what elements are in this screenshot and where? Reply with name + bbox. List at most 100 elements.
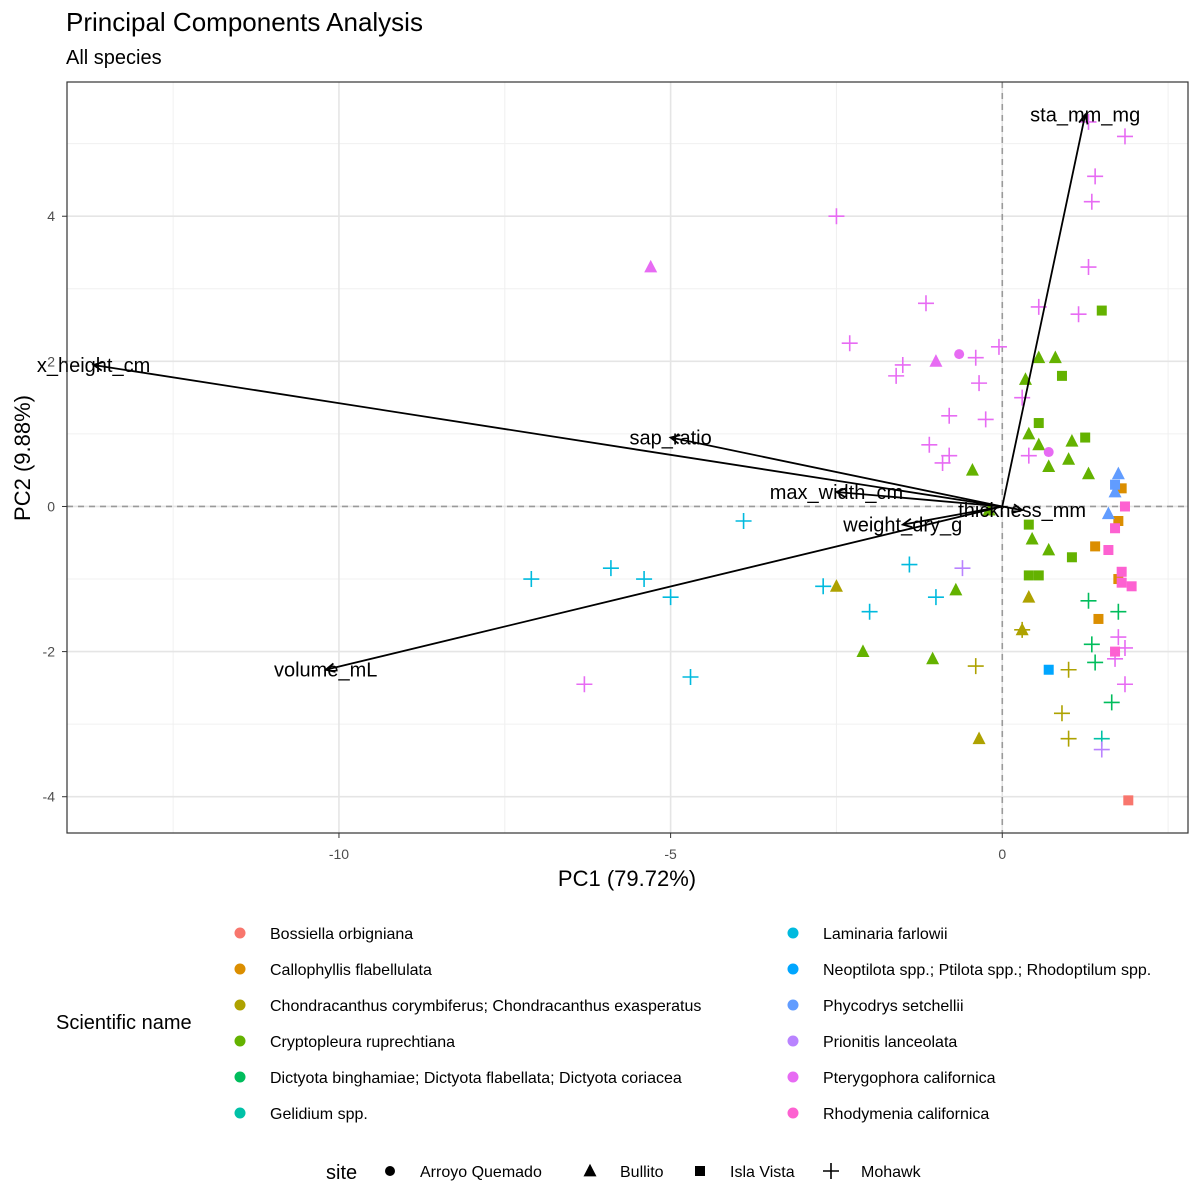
data-point: [1116, 483, 1127, 494]
x-tick-label: -10: [329, 846, 349, 862]
data-point: [1080, 592, 1097, 609]
shape-legend: Arroyo Quemado Bullito Isla Vista Mohawk: [385, 1163, 922, 1181]
data-point: [934, 454, 951, 471]
loading-arrow: [1002, 505, 1023, 511]
data-point: [1116, 577, 1127, 588]
color-legend-key: [787, 999, 799, 1011]
x-tick-label: -5: [664, 846, 677, 862]
y-tick-label: 0: [47, 498, 55, 514]
color-legend-label: Cryptopleura ruprechtiana: [270, 1034, 455, 1051]
data-point: [954, 349, 965, 360]
data-point: [1093, 741, 1110, 758]
x-tick-label: 0: [998, 846, 1006, 862]
data-point: [1116, 676, 1133, 693]
shape-legend-label: Mohawk: [861, 1164, 922, 1181]
data-point: [1082, 466, 1096, 480]
loading-labels: sta_mm_mg x_height_cm sap_ratio max_width_c…: [37, 105, 1140, 682]
data-point: [1056, 370, 1067, 381]
color-legend-label: Chondracanthus corymbiferus; Chondracant…: [270, 998, 701, 1015]
data-point: [576, 676, 593, 693]
data-point: [1101, 506, 1115, 520]
color-legend-key: [787, 963, 799, 975]
shape-legend-key: [823, 1163, 839, 1179]
data-point: [828, 208, 845, 225]
data-point: [949, 582, 963, 596]
loading-arrow: [836, 491, 1003, 508]
data-point: [1022, 426, 1036, 440]
data-point: [1096, 305, 1107, 316]
data-point: [1060, 661, 1077, 678]
loading-label: volume_mL: [274, 660, 377, 682]
data-point: [1033, 570, 1044, 581]
loading-label: x_height_cm: [37, 355, 150, 377]
data-point: [644, 259, 658, 273]
data-point: [941, 407, 958, 424]
y-tick-label: -2: [43, 644, 56, 660]
data-point: [990, 338, 1007, 355]
chart-title: Principal Components Analysis: [66, 7, 423, 37]
shape-legend-key: [695, 1166, 705, 1176]
data-point: [1116, 128, 1133, 145]
loading-arrow: [902, 505, 1003, 526]
data-point: [965, 462, 979, 476]
loading-arrows: [91, 112, 1089, 673]
data-point: [901, 556, 918, 573]
data-point: [856, 644, 870, 657]
color-legend-label: Pterygophora californica: [823, 1070, 996, 1087]
data-point: [1033, 418, 1044, 429]
loading-arrowhead: [323, 662, 336, 673]
color-legend-key: [787, 1035, 799, 1047]
data-point: [1032, 350, 1046, 364]
data-point: [1020, 447, 1037, 464]
data-point: [1083, 193, 1100, 210]
data-point: [1119, 501, 1130, 512]
data-point: [1023, 570, 1034, 581]
loading-label: thickness_mm: [958, 500, 1086, 522]
data-point: [1042, 542, 1056, 556]
shape-legend-key: [385, 1166, 395, 1176]
y-tick-label: 2: [47, 353, 55, 369]
data-point: [917, 295, 934, 312]
loading-arrowhead: [834, 487, 847, 498]
data-point: [1110, 646, 1121, 657]
color-legend-key: [787, 927, 799, 939]
data-point: [929, 354, 943, 367]
data-point: [967, 658, 984, 675]
data-point: [888, 367, 905, 384]
shape-legend-key: [583, 1163, 597, 1177]
data-point: [815, 578, 832, 595]
data-point: [1080, 432, 1091, 443]
loading-arrow: [93, 364, 1003, 508]
data-point: [1065, 433, 1079, 447]
color-legend-label: Rhodymenia californica: [823, 1106, 989, 1123]
shape-legend-label: Bullito: [620, 1164, 664, 1181]
data-point: [977, 411, 994, 428]
data-point: [1108, 484, 1122, 498]
color-legend-label: Phycodrys setchellii: [823, 998, 964, 1015]
color-legend-label: Bossiella orbigniana: [270, 926, 413, 943]
data-point: [1110, 629, 1127, 646]
data-point: [941, 447, 958, 464]
color-legend-key: [234, 1035, 246, 1047]
loading-arrowhead: [91, 361, 104, 372]
data-point: [1060, 730, 1077, 747]
loading-arrowhead: [1078, 112, 1089, 125]
loading-label: weight_dry_g: [842, 515, 962, 537]
data-point: [841, 335, 858, 352]
color-legend-key: [234, 999, 246, 1011]
data-point: [971, 375, 988, 392]
loading-label: sap_ratio: [629, 428, 711, 450]
data-point: [1110, 603, 1127, 620]
data-point: [1126, 581, 1137, 592]
data-point: [967, 349, 984, 366]
data-point: [1111, 466, 1125, 480]
data-point: [1025, 531, 1039, 545]
data-point: [1066, 552, 1077, 563]
color-legend-label: Neoptilota spp.; Ptilota spp.; Rhodoptil…: [823, 962, 1151, 979]
data-point: [662, 589, 679, 606]
data-point: [1023, 519, 1034, 530]
data-point: [1080, 259, 1097, 276]
data-point: [1062, 452, 1076, 465]
data-point: [1103, 694, 1120, 711]
